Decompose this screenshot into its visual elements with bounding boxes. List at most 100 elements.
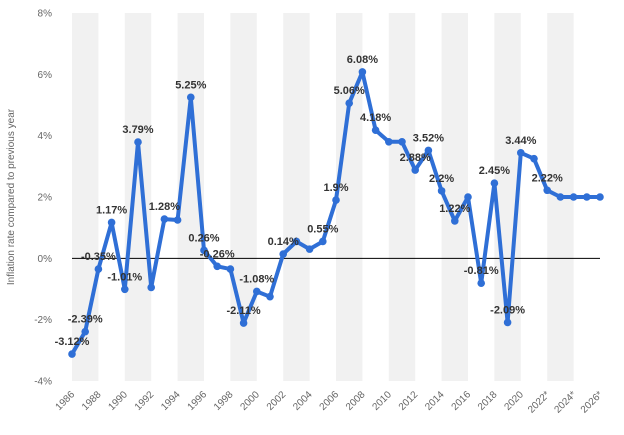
y-tick-label: 2% — [38, 193, 53, 204]
data-label: -1.01% — [107, 271, 142, 283]
data-label: 3.79% — [122, 124, 153, 136]
data-point — [200, 246, 208, 255]
data-point — [517, 149, 525, 157]
data-point — [385, 138, 393, 146]
data-label: 0.55% — [307, 223, 338, 235]
data-points — [68, 68, 604, 358]
data-label: -2.09% — [490, 304, 525, 316]
data-point — [266, 292, 274, 301]
x-tick-label: 2012 — [397, 389, 421, 413]
data-point — [213, 262, 221, 271]
x-tick-label: 2024* — [552, 389, 578, 415]
x-axis-ticks: 1986 1988 1990 1992 1994 1996 1998 2000 2002 2004… — [54, 389, 606, 416]
data-point — [107, 218, 116, 227]
x-tick-label: 2026* — [579, 389, 605, 415]
y-axis-label: Inflation rate compared to previous year — [6, 108, 17, 285]
data-point — [279, 250, 288, 258]
data-label: 4.18% — [360, 112, 391, 124]
data-point — [490, 179, 499, 187]
data-point — [345, 99, 354, 107]
data-label: 2.88% — [400, 152, 431, 164]
x-tick-label: 1986 — [54, 389, 78, 413]
data-point — [596, 193, 604, 201]
data-point — [451, 217, 459, 225]
data-point — [147, 283, 155, 292]
y-axis-ticks: -4% -2% 0% 2% 4% 6% 8% — [34, 9, 52, 388]
x-tick-label: 2020 — [502, 389, 526, 413]
data-point — [583, 193, 591, 201]
data-point — [292, 237, 301, 246]
data-label: -2.11% — [226, 305, 260, 317]
data-point — [398, 138, 406, 146]
data-label: -0.81% — [464, 265, 499, 277]
data-point — [68, 350, 76, 358]
data-label: 5.25% — [175, 79, 206, 91]
data-label: 2.22% — [532, 172, 563, 184]
background-bands — [72, 13, 574, 381]
x-tick-label: 1998 — [212, 389, 236, 413]
grid-band — [336, 13, 363, 381]
data-label: 1.22% — [439, 203, 470, 215]
data-point — [530, 154, 538, 163]
data-point — [464, 193, 472, 201]
data-point — [94, 265, 103, 273]
data-point — [371, 126, 380, 134]
grid-band — [283, 13, 310, 381]
data-point — [173, 216, 182, 224]
y-tick-label: -2% — [34, 315, 52, 326]
data-label: 6.08% — [347, 54, 378, 66]
data-label: 1.9% — [323, 182, 348, 194]
data-point — [569, 193, 578, 201]
data-point — [121, 285, 129, 294]
data-point — [332, 196, 340, 204]
grid-band — [72, 13, 99, 381]
data-point — [226, 265, 235, 273]
data-point — [239, 319, 248, 327]
y-tick-label: 8% — [38, 9, 53, 20]
grid-band — [388, 13, 416, 381]
data-label: -3.12% — [55, 336, 90, 348]
data-point — [252, 287, 261, 296]
data-point — [556, 193, 565, 201]
data-point — [437, 187, 446, 195]
x-tick-label: 1990 — [106, 389, 130, 413]
x-tick-label: 1994 — [159, 389, 183, 413]
x-tick-label: 2016 — [450, 389, 474, 413]
x-tick-label: 1992 — [133, 389, 157, 413]
data-label: 0.14% — [268, 236, 299, 248]
data-label: 2.2% — [429, 173, 454, 185]
data-label: 3.44% — [505, 135, 536, 147]
x-tick-label: 2010 — [370, 389, 394, 413]
x-tick-label: 2000 — [238, 389, 262, 413]
data-label: 1.17% — [96, 204, 127, 216]
data-point — [81, 327, 89, 336]
data-label: 0.26% — [188, 232, 219, 244]
data-point — [543, 186, 551, 195]
data-point — [134, 138, 142, 146]
data-label: 5.06% — [334, 85, 365, 97]
y-tick-label: 0% — [38, 254, 53, 265]
data-label: 1.28% — [149, 201, 180, 213]
data-label: -0.35% — [81, 251, 116, 263]
y-tick-label: -4% — [34, 377, 52, 388]
grid-band — [124, 13, 152, 381]
data-point — [319, 237, 327, 246]
data-label: -0.26% — [200, 248, 235, 260]
y-tick-label: 6% — [38, 70, 53, 81]
data-label: 2.45% — [479, 165, 510, 177]
y-tick-label: 4% — [38, 131, 53, 142]
data-point — [477, 279, 486, 287]
data-point — [160, 215, 169, 223]
data-label: -1.08% — [239, 273, 274, 285]
data-point — [424, 146, 433, 155]
data-point — [503, 318, 512, 327]
x-tick-label: 2022* — [526, 389, 552, 415]
x-tick-label: 1996 — [186, 389, 210, 413]
data-point — [358, 68, 367, 76]
x-tick-label: 2008 — [344, 389, 368, 413]
x-tick-label: 2004 — [291, 389, 315, 413]
x-tick-label: 2018 — [476, 389, 500, 413]
x-tick-label: 2002 — [265, 389, 289, 413]
x-tick-label: 2006 — [318, 389, 342, 413]
data-point — [411, 166, 420, 174]
